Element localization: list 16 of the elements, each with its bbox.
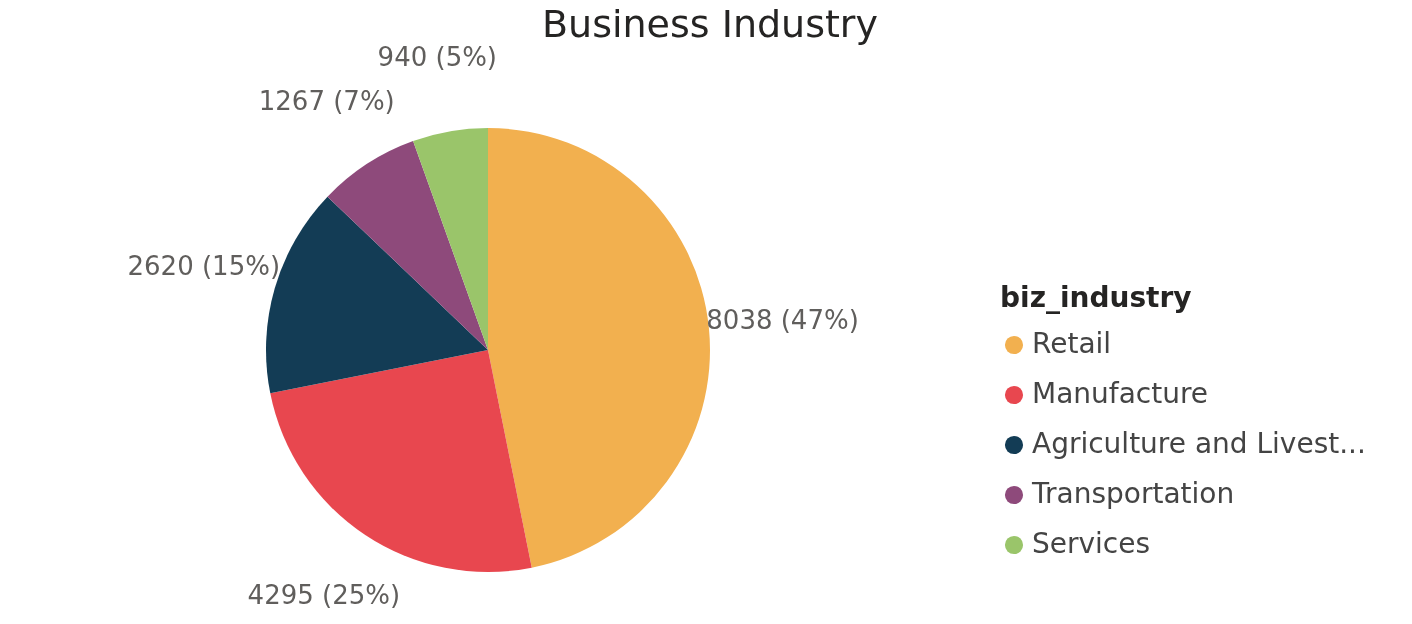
legend-label: Manufacture xyxy=(1032,377,1209,410)
legend-title: biz_industry xyxy=(1000,281,1192,314)
legend-label: Retail xyxy=(1032,327,1112,360)
legend-label: Transportation xyxy=(1031,477,1235,510)
data-label: 8038 (47%) xyxy=(706,304,859,335)
pie-slice xyxy=(413,128,488,350)
data-label: 1267 (7%) xyxy=(258,85,395,116)
data-label: 2620 (15%) xyxy=(127,251,281,282)
pie-slice xyxy=(270,350,532,572)
pie-slice xyxy=(488,128,710,568)
chart-title: Business Industry xyxy=(542,2,878,47)
legend-label: Agriculture and Livest... xyxy=(1032,427,1366,460)
pie-slice xyxy=(327,141,488,350)
data-label: 4295 (25%) xyxy=(247,580,401,611)
legend-label: Services xyxy=(1032,527,1151,560)
data-label: 940 (5%) xyxy=(377,42,498,73)
